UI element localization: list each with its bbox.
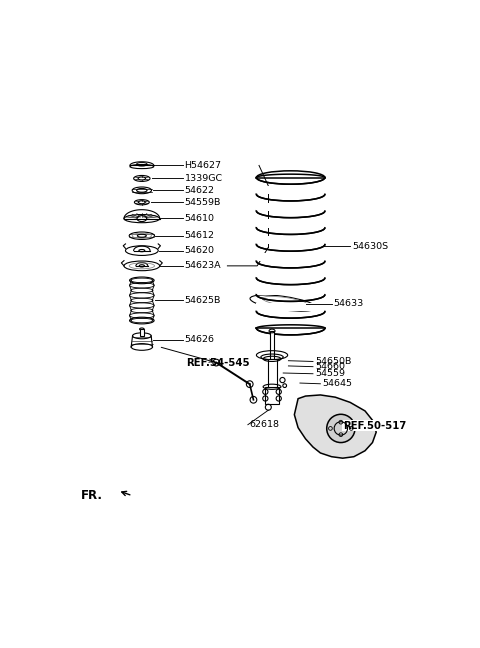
Bar	[256, 236, 325, 244]
Bar	[256, 253, 325, 261]
Text: 54623A: 54623A	[185, 261, 221, 270]
Bar	[256, 286, 325, 295]
Bar	[264, 387, 279, 404]
Text: 54660: 54660	[315, 362, 345, 371]
Text: H54627: H54627	[185, 161, 222, 170]
Text: REF.54-545: REF.54-545	[186, 358, 250, 367]
Bar	[256, 186, 325, 194]
Bar	[256, 320, 325, 328]
Text: 54633: 54633	[334, 299, 364, 308]
Text: 1339GC: 1339GC	[185, 174, 223, 183]
Text: FR.: FR.	[81, 489, 102, 502]
Text: 54650B: 54650B	[315, 357, 351, 366]
Text: 54559B: 54559B	[185, 198, 221, 207]
Text: REF.50-517: REF.50-517	[343, 421, 406, 431]
Bar	[256, 270, 325, 278]
Text: 62618: 62618	[250, 420, 280, 429]
Text: 54625B: 54625B	[185, 296, 221, 305]
Text: 54559: 54559	[315, 369, 345, 378]
Text: 54620: 54620	[185, 246, 215, 255]
Bar	[256, 203, 325, 211]
Circle shape	[327, 414, 355, 443]
Bar	[267, 359, 276, 387]
Bar	[140, 329, 144, 336]
Polygon shape	[294, 395, 376, 458]
Text: 54622: 54622	[185, 186, 215, 195]
Text: 54610: 54610	[185, 214, 215, 223]
Text: 54645: 54645	[322, 379, 352, 388]
Text: 54626: 54626	[185, 336, 215, 344]
Bar	[256, 303, 325, 312]
Bar	[270, 331, 274, 359]
Text: 54612: 54612	[185, 231, 215, 240]
Bar	[256, 220, 325, 227]
Text: 54630S: 54630S	[352, 242, 388, 251]
